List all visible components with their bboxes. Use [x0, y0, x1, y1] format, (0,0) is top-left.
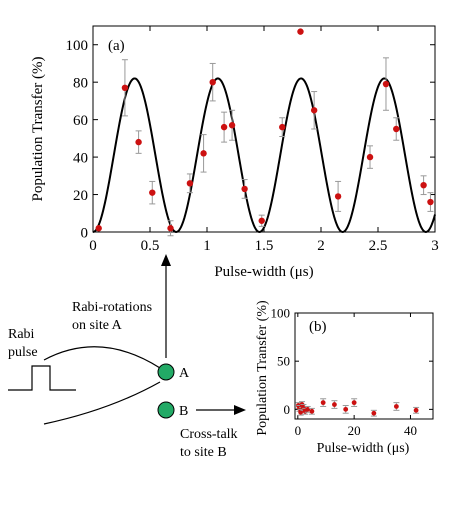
data-point [427, 198, 434, 206]
panel-a-plot-frame [92, 25, 436, 233]
data-point [228, 122, 236, 129]
y-tick-label: 20 [73, 188, 88, 204]
data-point [220, 123, 228, 131]
data-point [382, 80, 390, 88]
panel-b-y-tick-labels: 0 50 100 [271, 306, 291, 417]
panel-a-label: (a) [108, 38, 125, 54]
x-tick-label: 20 [348, 423, 361, 438]
data-point [334, 193, 342, 200]
pulse-shape-icon [8, 365, 76, 391]
data-point [297, 28, 304, 35]
arrow-a-label-line2: on site A [72, 318, 123, 333]
x-tick-label: 0 [295, 423, 302, 438]
y-tick-label: 100 [66, 38, 89, 54]
data-point [209, 78, 216, 86]
data-point [351, 400, 357, 406]
data-point [279, 123, 286, 131]
data-point [413, 407, 419, 413]
data-point [343, 406, 349, 412]
panel-b-x-axis-label: Pulse-width (μs) [317, 441, 410, 456]
data-point [258, 217, 265, 224]
data-point [420, 181, 427, 189]
x-tick-label: 0 [89, 238, 97, 254]
panel-b-x-tick-labels: 0 20 40 [295, 423, 417, 438]
y-tick-label: 50 [277, 354, 290, 369]
y-tick-label: 40 [73, 150, 88, 166]
panel-a-x-axis-label: Pulse-width (μs) [214, 264, 313, 280]
panel-b-points [295, 398, 420, 417]
site-b-label: B [179, 404, 188, 419]
data-point [366, 153, 374, 161]
data-point [149, 189, 156, 196]
site-a-ion-icon [157, 363, 175, 381]
data-point [167, 225, 174, 232]
panel-a-x-tick-labels: 0 0.5 1 1.5 2 2.5 3 [89, 238, 439, 254]
data-point [393, 125, 400, 133]
data-point [393, 404, 399, 409]
site-a-label: A [179, 366, 190, 381]
x-tick-label: 1.5 [255, 238, 274, 254]
data-point [310, 107, 318, 114]
arrow-a-label-line1: Rabi-rotations [72, 300, 152, 315]
arrow-up-head-icon [161, 254, 171, 266]
y-tick-label: 0 [81, 225, 89, 241]
schematic: Rabi pulse A B Rabi-rotations on site A … [8, 254, 246, 460]
x-tick-label: 1 [203, 238, 211, 254]
data-point [241, 185, 248, 193]
panel-b-label: (b) [309, 319, 327, 335]
y-tick-label: 0 [284, 402, 291, 417]
panel-b-ticks [295, 312, 433, 419]
panel-a-fit-curve [92, 77, 436, 234]
arrow-b-label-line2: to site B [180, 445, 227, 460]
panel-b-plot-frame [294, 312, 434, 420]
data-point [298, 409, 304, 415]
rabi-pulse-label-line1: Rabi [8, 327, 35, 342]
data-point [332, 402, 337, 407]
data-point [371, 410, 377, 416]
x-tick-label: 2.5 [369, 238, 388, 254]
rabi-pulse-label-line2: pulse [8, 345, 38, 360]
beam-lower-curve [43, 381, 161, 425]
data-point [95, 225, 102, 232]
site-b-ion-icon [157, 401, 175, 419]
panel-a: 0 0.5 1 1.5 2 2.5 3 0 20 40 60 80 100 (a) Pulse-wid… [30, 25, 439, 280]
data-point [309, 408, 315, 414]
arrow-right-head-icon [234, 405, 246, 415]
panel-a-ticks [92, 26, 436, 233]
x-tick-label: 3 [431, 238, 439, 254]
x-tick-label: 2 [317, 238, 325, 254]
y-tick-label: 100 [271, 306, 291, 321]
arrow-b-label-line1: Cross-talk [180, 427, 238, 442]
x-tick-label: 0.5 [141, 238, 160, 254]
data-point [200, 150, 207, 157]
panel-b-y-axis-label: Population Transfer (%) [255, 300, 270, 436]
data-point [135, 138, 142, 146]
data-point [305, 406, 311, 412]
data-point [320, 400, 326, 406]
y-tick-label: 80 [73, 75, 88, 91]
beam-upper-curve [43, 346, 161, 369]
data-point [121, 84, 129, 92]
panel-b: 0 20 40 0 50 100 (b) Pulse-width (μs) Popula… [255, 300, 434, 456]
y-tick-label: 60 [73, 113, 88, 129]
data-point [186, 180, 194, 187]
panel-a-points [95, 28, 434, 237]
x-tick-label: 40 [404, 423, 417, 438]
panel-a-y-axis-label: Population Transfer (%) [30, 57, 46, 202]
panel-a-y-tick-labels: 0 20 40 60 80 100 [66, 38, 89, 241]
